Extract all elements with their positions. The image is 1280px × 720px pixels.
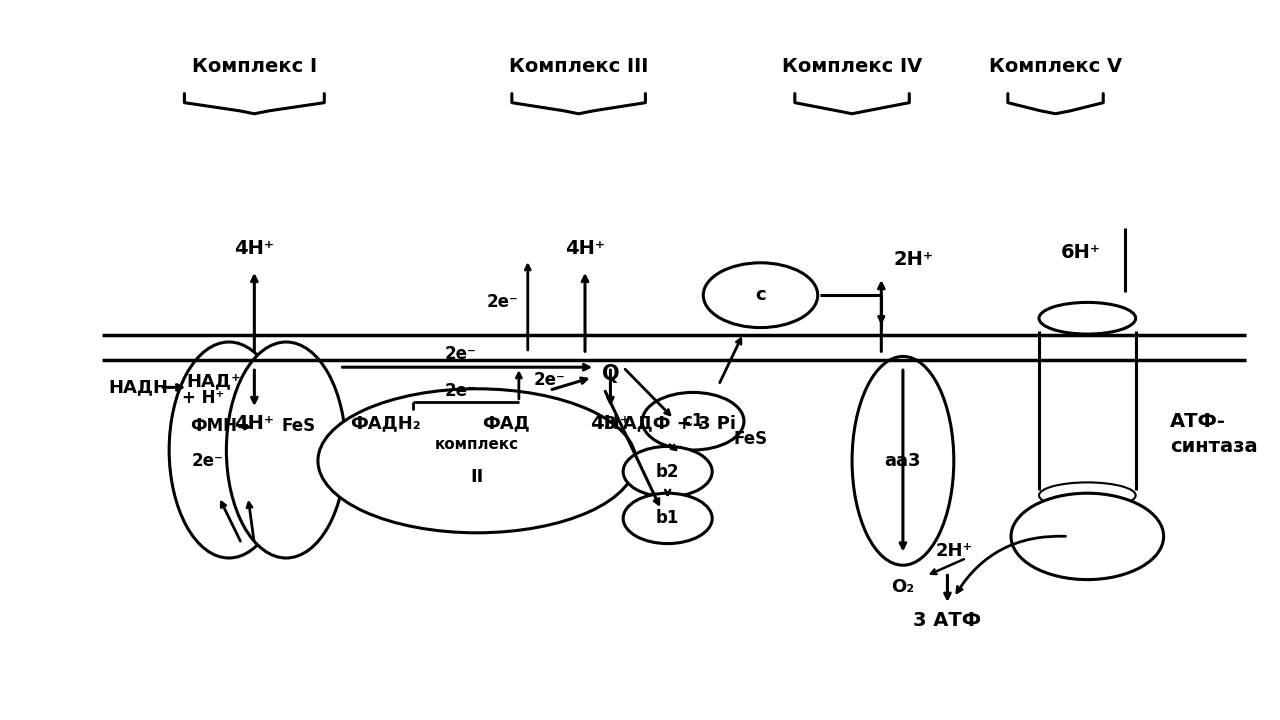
Text: aa3: aa3 [884, 452, 922, 470]
Circle shape [623, 446, 712, 497]
Text: 2e⁻: 2e⁻ [444, 382, 476, 400]
Text: 2H⁺: 2H⁺ [893, 250, 933, 269]
Text: 2H⁺: 2H⁺ [936, 542, 973, 560]
Text: 2e⁻: 2e⁻ [486, 294, 518, 312]
Text: c: c [755, 287, 765, 305]
Text: FeS: FeS [282, 418, 316, 435]
Text: ФМН: ФМН [191, 418, 237, 435]
Text: 4H⁺: 4H⁺ [234, 414, 274, 433]
Text: 2e⁻: 2e⁻ [534, 372, 566, 390]
Circle shape [703, 263, 818, 328]
Text: Комплекс V: Комплекс V [989, 57, 1123, 76]
Text: комплекс: комплекс [435, 438, 518, 452]
Text: синтаза: синтаза [1170, 437, 1258, 456]
Text: b1: b1 [655, 510, 680, 527]
Ellipse shape [852, 356, 954, 565]
Text: АТФ-: АТФ- [1170, 412, 1226, 431]
Text: Q: Q [602, 364, 620, 384]
Text: ФАДН₂: ФАДН₂ [349, 415, 421, 432]
Text: Комплекс IV: Комплекс IV [782, 57, 922, 76]
Circle shape [623, 493, 712, 544]
Text: 3 АДФ + 3 Pi: 3 АДФ + 3 Pi [604, 415, 736, 432]
Text: O₂: O₂ [891, 577, 914, 596]
Ellipse shape [1039, 302, 1135, 334]
Text: b2: b2 [655, 463, 680, 481]
Circle shape [643, 392, 744, 450]
Ellipse shape [317, 389, 636, 533]
Text: 4H⁺: 4H⁺ [590, 414, 631, 433]
Text: 4H⁺: 4H⁺ [234, 239, 274, 258]
Text: 2e⁻: 2e⁻ [444, 346, 476, 364]
Text: НАД⁺: НАД⁺ [187, 373, 241, 391]
Text: 3 АТФ: 3 АТФ [914, 611, 982, 630]
Text: + Н⁺: + Н⁺ [182, 389, 224, 408]
Text: 6H⁺: 6H⁺ [1061, 243, 1101, 261]
Text: ФАД: ФАД [483, 415, 530, 432]
Text: НАДН: НАДН [108, 379, 168, 396]
Ellipse shape [227, 342, 346, 558]
Text: II: II [470, 468, 484, 486]
Ellipse shape [169, 342, 289, 558]
Text: FeS: FeS [733, 431, 768, 448]
Text: Комплекс III: Комплекс III [509, 57, 649, 76]
Circle shape [1011, 493, 1164, 580]
Text: c1: c1 [682, 412, 704, 431]
Ellipse shape [1039, 482, 1135, 508]
Text: Комплекс I: Комплекс I [192, 57, 317, 76]
Text: 4H⁺: 4H⁺ [564, 239, 605, 258]
Text: 2e⁻: 2e⁻ [192, 452, 223, 470]
